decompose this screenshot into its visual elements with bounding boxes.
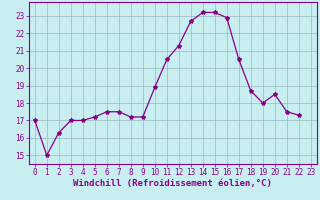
X-axis label: Windchill (Refroidissement éolien,°C): Windchill (Refroidissement éolien,°C) bbox=[73, 179, 272, 188]
